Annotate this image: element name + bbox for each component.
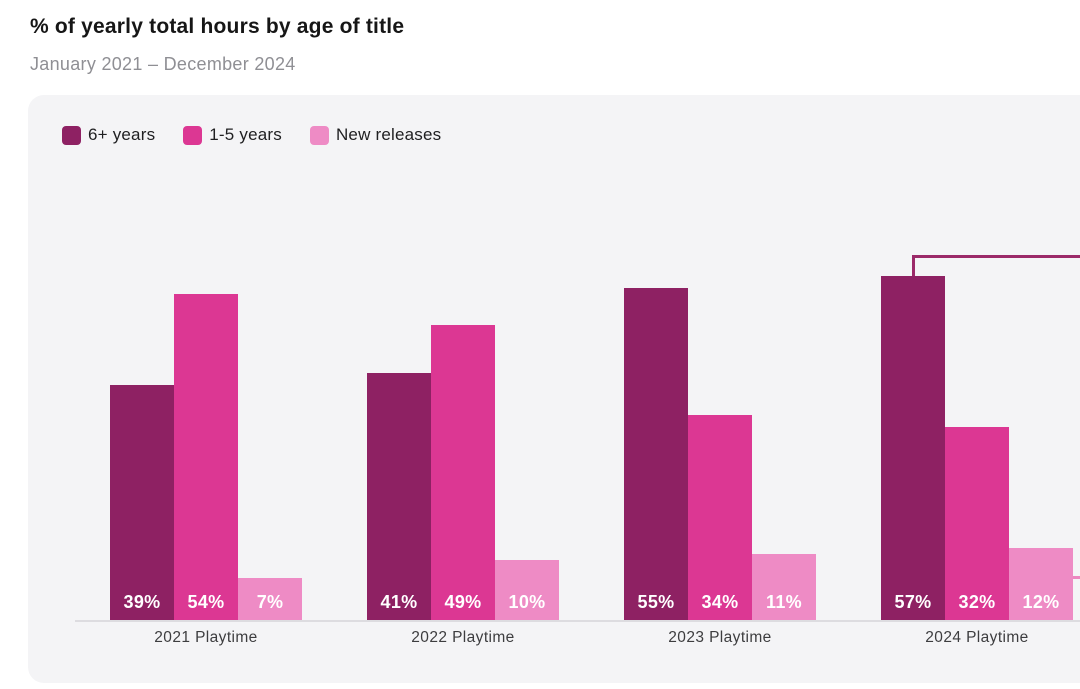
bar-new-releases-2023: 11% bbox=[752, 553, 816, 620]
bar-value-label: 34% bbox=[701, 592, 739, 612]
x-axis-line bbox=[75, 620, 1080, 622]
legend-item-new-releases: New releases bbox=[309, 125, 442, 145]
bar-new-releases-2024: 12% bbox=[1009, 547, 1073, 620]
bar-1-5-years-2021: 54% bbox=[174, 294, 238, 620]
bar-value-label: 12% bbox=[1022, 592, 1060, 612]
bar-6-years-2023: 55% bbox=[624, 288, 688, 620]
chart-subtitle: January 2021 – December 2024 bbox=[30, 54, 296, 74]
bar-value-label: 49% bbox=[444, 592, 482, 612]
bar-value-label: 11% bbox=[766, 592, 802, 612]
legend-item-1-5-years: 1-5 years bbox=[183, 125, 282, 145]
bar-value-label: 41% bbox=[380, 592, 418, 612]
legend-swatch-1-5-years-icon bbox=[183, 125, 203, 145]
legend-swatch-new-releases-icon bbox=[309, 125, 329, 145]
bar-value-label: 32% bbox=[958, 592, 996, 612]
callout-line-horizontal bbox=[912, 255, 1080, 258]
chart-legend: 6+ years 1-5 years New releases bbox=[62, 125, 441, 145]
bar-new-releases-2021: 7% bbox=[238, 577, 302, 620]
x-axis-label-2021: 2021 Playtime bbox=[154, 629, 258, 646]
chart-panel: 6+ years 1-5 years New releases 39% 54% 7%… bbox=[28, 95, 1080, 683]
bar-6-years-2021: 39% bbox=[110, 384, 174, 620]
bar-value-label: 54% bbox=[187, 592, 225, 612]
callout-line-vertical bbox=[912, 255, 915, 277]
legend-label: New releases bbox=[335, 125, 442, 144]
callout-line-fragment-right-edge bbox=[1073, 576, 1080, 579]
legend-swatch-6plus-years-icon bbox=[62, 125, 81, 145]
bar-value-label: 7% bbox=[256, 592, 284, 612]
bar-value-label: 57% bbox=[894, 592, 932, 612]
x-axis-label-2023: 2023 Playtime bbox=[668, 629, 772, 646]
bar-1-5-years-2022: 49% bbox=[431, 324, 495, 620]
legend-label: 6+ years bbox=[88, 125, 156, 144]
bar-6-years-2022: 41% bbox=[367, 372, 431, 620]
bar-1-5-years-2024: 32% bbox=[945, 427, 1009, 620]
bar-1-5-years-2023: 34% bbox=[688, 415, 752, 620]
legend-item-6plus-years: 6+ years bbox=[62, 125, 155, 145]
legend-label: 1-5 years bbox=[209, 125, 282, 144]
bar-value-label: 39% bbox=[123, 592, 161, 612]
bar-value-label: 10% bbox=[508, 592, 546, 612]
bar-6-years-2024: 57% bbox=[881, 276, 945, 620]
x-axis-label-2024: 2024 Playtime bbox=[925, 629, 1029, 646]
chart-title: % of yearly total hours by age of title bbox=[30, 15, 405, 38]
x-axis-label-2022: 2022 Playtime bbox=[411, 629, 515, 646]
bar-value-label: 55% bbox=[637, 592, 675, 612]
bar-new-releases-2022: 10% bbox=[495, 559, 559, 620]
